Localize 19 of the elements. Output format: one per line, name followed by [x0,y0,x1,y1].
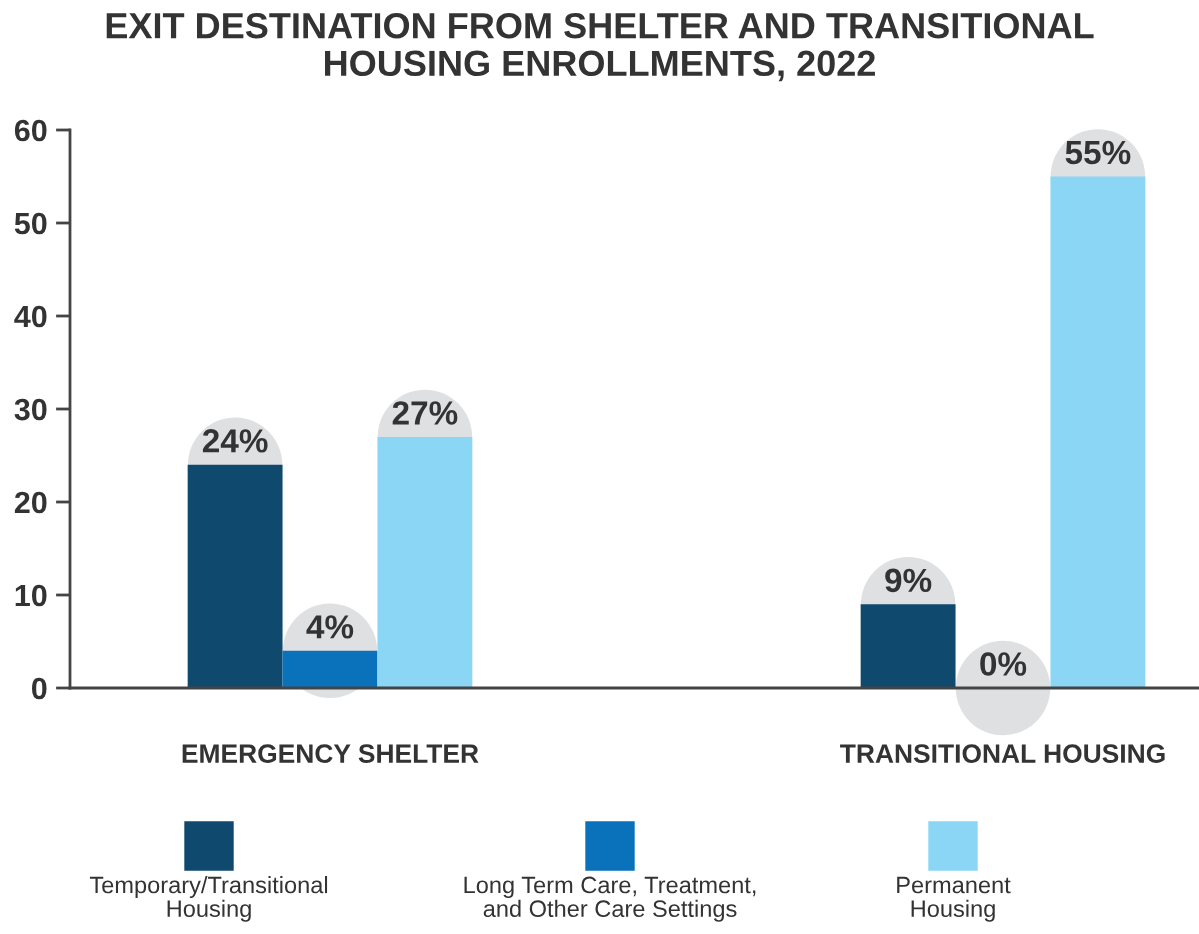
data-label: 9% [885,568,932,593]
chart-title: EXIT DESTINATION FROM SHELTER AND TRANSITIONAL HOUSING ENROLLMENTS, 2022 [106,12,1094,82]
y-tick-label: 0 [31,677,47,700]
data-label: 24% [202,429,268,453]
y-tick-label: 10 [15,584,47,607]
y-tick-label: 30 [14,398,47,421]
y-tick-label: 50 [14,212,47,235]
legend-label: Temporary/Transitional Housing [89,876,328,922]
y-tick-label: 40 [14,305,47,328]
x-tick-label: TRANSITIONAL HOUSING [840,744,1165,763]
y-tick-label: 60 [14,119,47,142]
data-label: 55% [1065,140,1131,165]
legend-label: Permanent Housing [897,876,1011,922]
data-label: 4% [306,615,354,639]
data-label: 0% [980,652,1027,676]
data-label: 27% [392,401,458,425]
x-tick-label: EMERGENCY SHELTER [182,744,479,763]
y-tick-label: 20 [14,491,47,514]
legend-label: Long Term Care, Treatment, and Other Care Settings [464,876,756,922]
